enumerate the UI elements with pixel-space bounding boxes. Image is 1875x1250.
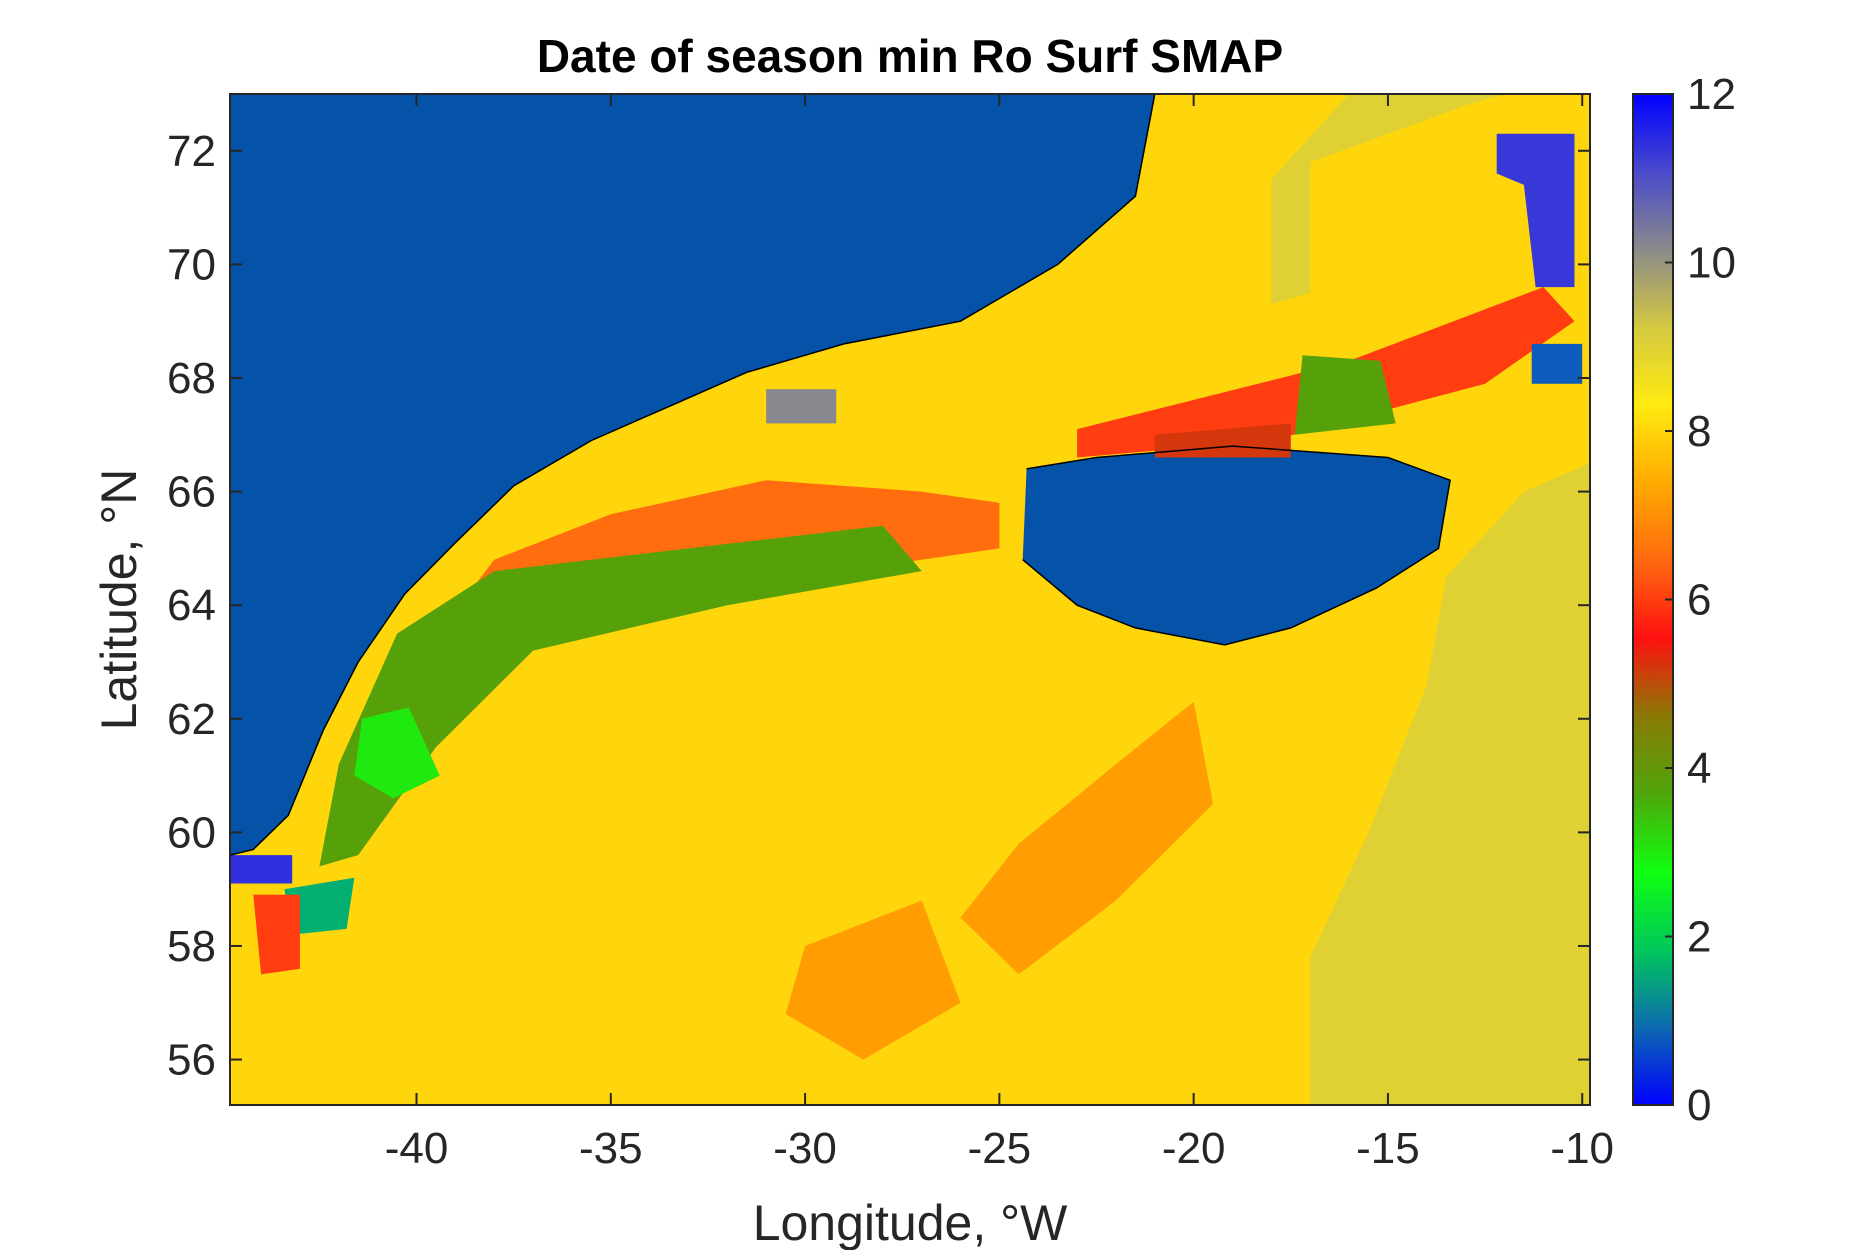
colorbar-tick-label: 4 xyxy=(1687,744,1711,793)
colorbar-tick-label: 6 xyxy=(1687,576,1711,625)
x-tick-label: -25 xyxy=(968,1124,1032,1173)
region-12 xyxy=(1496,133,1575,288)
x-tick-label: -20 xyxy=(1162,1124,1226,1173)
coastline-1 xyxy=(1022,445,1451,646)
y-tick-label: 56 xyxy=(167,1036,216,1085)
region-16 xyxy=(960,701,1214,975)
region-15 xyxy=(1271,94,1505,305)
region-17 xyxy=(785,900,961,1060)
x-tick-label: -15 xyxy=(1356,1124,1420,1173)
x-tick-label: -10 xyxy=(1550,1124,1614,1173)
region-13 xyxy=(1531,343,1583,384)
colorbar: 0 2 4 6 8 10 12 xyxy=(1632,70,1736,1130)
y-tick-label: 66 xyxy=(167,468,216,517)
y-axis: 56 58 60 62 64 66 68 70 72 xyxy=(167,127,1590,1085)
colorbar-tick-label: 12 xyxy=(1687,70,1736,119)
y-tick-label: 60 xyxy=(167,808,216,857)
region-0 xyxy=(230,94,1155,856)
heatmap-plot-area xyxy=(230,94,1590,1105)
region-7 xyxy=(230,855,293,884)
y-tick-label: 72 xyxy=(167,127,216,176)
region-5 xyxy=(284,877,355,935)
coastline-0 xyxy=(230,94,1156,856)
y-tick-label: 70 xyxy=(167,240,216,289)
y-tick-label: 68 xyxy=(167,354,216,403)
y-tick-label: 58 xyxy=(167,922,216,971)
x-axis-label: Longitude, °W xyxy=(753,1195,1068,1250)
region-3 xyxy=(319,525,922,867)
x-tick-label: -30 xyxy=(773,1124,837,1173)
region-11 xyxy=(1154,423,1291,458)
x-axis: -40 -35 -30 -25 -20 -15 -10 xyxy=(385,94,1614,1173)
region-14 xyxy=(1310,463,1590,1105)
region-8 xyxy=(766,389,837,424)
x-tick-label: -40 xyxy=(385,1124,449,1173)
region-1 xyxy=(1022,446,1451,645)
region-4 xyxy=(354,707,440,799)
colorbar-tick-label: 10 xyxy=(1687,239,1736,288)
region-6 xyxy=(253,894,300,975)
region-10 xyxy=(1294,355,1396,435)
x-tick-label: -35 xyxy=(579,1124,643,1173)
colorbar-tick-label: 8 xyxy=(1687,407,1711,456)
y-tick-label: 64 xyxy=(167,581,216,630)
y-axis-label: Latitude, °N xyxy=(91,469,147,731)
y-tick-label: 62 xyxy=(167,695,216,744)
colorbar-tick-label: 2 xyxy=(1687,913,1711,962)
chart-title: Date of season min Ro Surf SMAP xyxy=(537,30,1283,82)
axes-box xyxy=(229,93,1591,1106)
colorbar-tick-label: 0 xyxy=(1687,1081,1711,1130)
